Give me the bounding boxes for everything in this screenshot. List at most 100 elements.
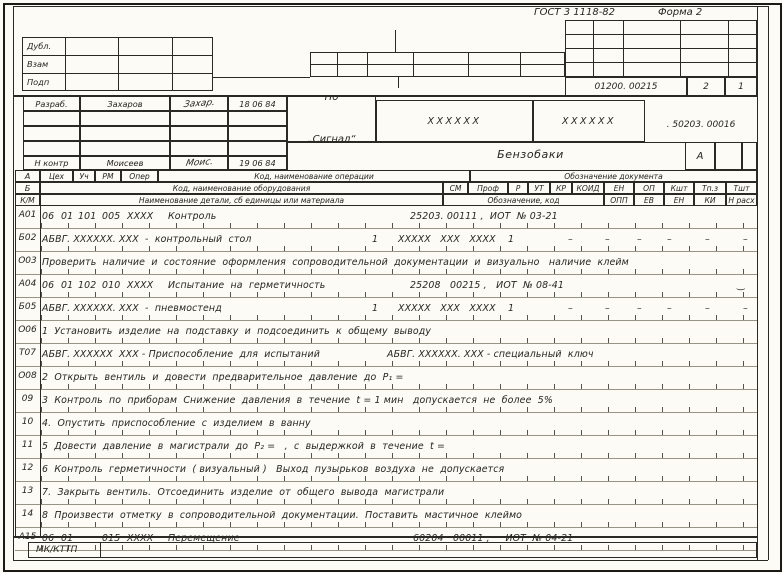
table-row: А01 06 01 101 005 ХХХХ Контроль 25203. 00111 , … <box>15 206 757 229</box>
row-label: 09 <box>21 394 34 404</box>
row-text: 06 <box>42 210 55 222</box>
grid-line <box>593 20 594 77</box>
document-designation: . 50203. 00016 <box>666 120 736 130</box>
row-text: 1 <box>508 302 515 314</box>
row-text: Испытание на герметичность <box>168 279 326 291</box>
table-row: А15 06 01 015 ХХХХ Перемещение 60204 00011 , И… <box>15 528 757 551</box>
head-col-opp: ОПП <box>604 194 634 206</box>
grid-cell <box>170 141 228 156</box>
head-col-sm: СМ <box>443 182 468 194</box>
row-text: – <box>667 233 672 245</box>
table-row: 14 8 Произвести отметку в сопроводительно… <box>15 505 757 528</box>
head-col-ki: КИ <box>694 194 726 206</box>
frame-top-line <box>13 6 768 7</box>
row-text: – <box>605 233 610 245</box>
grid-line <box>565 48 757 49</box>
grid-line <box>623 20 624 77</box>
organization-cell: По „Сигнал“ <box>287 96 376 142</box>
row-label: А01 <box>18 210 37 220</box>
stamp-label-vzam: Взам <box>27 59 49 69</box>
developer-signature-cell: Захар. <box>170 96 228 111</box>
grid-cell <box>23 141 80 156</box>
row-text: ХХХХХ ХХХ ХХХХ <box>398 302 496 314</box>
table-row: 10 4. Опустить приспособление с изделием … <box>15 413 757 436</box>
product-name: Бензобаки <box>497 148 564 161</box>
row-text: 005 <box>102 210 121 222</box>
grid-line <box>15 170 16 536</box>
grid-line <box>468 52 469 77</box>
table-row: О08 2 Открыть вентиль и довести предварит… <box>15 367 757 390</box>
grid-line <box>22 73 213 74</box>
head-col-r: Р <box>508 182 528 194</box>
grid-cell <box>228 126 287 141</box>
checker-role-cell: Н контр <box>23 156 80 170</box>
checker-name-cell: Моисеев <box>80 156 170 170</box>
grid-line <box>565 62 757 63</box>
row-label: 13 <box>21 486 34 496</box>
grid-line <box>565 34 757 35</box>
row-text: 01 <box>61 210 74 222</box>
head-col-uch: Уч <box>73 170 95 182</box>
head-a-label: А <box>15 170 40 182</box>
grid-line <box>337 52 338 77</box>
frame-right-line <box>768 6 769 560</box>
registration-tick <box>395 30 396 52</box>
row-label: 11 <box>21 440 34 450</box>
grid-line <box>367 52 368 77</box>
table-row: Б05 АБВГ. ХХХХХХ. ХХХ - пневмостенд 1 ХХХХХ… <box>15 298 757 321</box>
row-text: 015 <box>102 532 121 544</box>
row-text: – <box>743 233 748 245</box>
registration-tick <box>398 77 399 88</box>
head-col-kr: КР <box>550 182 572 194</box>
scan-border <box>3 3 782 572</box>
head-col-ksht: Кшт <box>664 182 694 194</box>
grid-line <box>100 542 101 558</box>
table-row: О03 Проверить наличие и состояние оформле… <box>15 252 757 275</box>
row-label: 10 <box>21 417 34 427</box>
head-col-nrash: Н расх <box>726 194 757 206</box>
row-text: – <box>743 302 748 314</box>
row-text: ХХХХ <box>127 210 154 222</box>
row-label: Т07 <box>19 348 36 358</box>
head-km-label: К/М <box>15 194 40 206</box>
grid-line <box>728 20 729 77</box>
head-col-ev: ЕВ <box>634 194 664 206</box>
row-text: 2 Открыть вентиль и довести предваритель… <box>42 371 404 383</box>
head-b-label: Б <box>15 182 40 194</box>
row-text: 1 Установить изделие на подставку и подс… <box>42 325 432 337</box>
row-text: 1 <box>508 233 515 245</box>
code-box-1: ХХХХХХ <box>376 100 533 142</box>
code-box-2: ХХХХХХ <box>533 100 645 142</box>
head-col-document-designation: Обозначение документа <box>470 170 757 182</box>
row-text: 06 <box>42 279 55 291</box>
row-text: 7. Закрыть вентиль. Отсоединить изделие … <box>42 486 445 498</box>
head-col-designation-code: Обозначение, код <box>443 194 604 206</box>
grid-line <box>213 77 310 78</box>
developer-name-cell: Захаров <box>80 96 170 111</box>
row-text: 1 <box>372 233 379 245</box>
sheet-number-cell: 2 <box>687 77 725 97</box>
signature-mark: Захар. <box>182 97 216 110</box>
footer-strip <box>28 542 757 558</box>
grid-cell <box>170 111 228 126</box>
head-col-oper: Опер <box>121 170 158 182</box>
signature-mark: Моис. <box>184 157 214 169</box>
row-text: АБВГ. ХХХХХХ ХХХ - Приспособление для ис… <box>42 348 320 360</box>
row-text: 010 <box>102 279 121 291</box>
row-text: 06 <box>42 532 55 544</box>
row-label: О06 <box>18 325 37 335</box>
row-label: А04 <box>18 279 37 289</box>
grid-line <box>22 55 213 56</box>
form-number: Форма 2 <box>658 7 703 18</box>
row-text: – <box>637 233 642 245</box>
developer-role-cell: Разраб. <box>23 96 80 111</box>
grid-cell <box>228 111 287 126</box>
row-label: 14 <box>21 509 34 519</box>
row-text: 01 <box>61 532 74 544</box>
organization-name: По „Сигнал“ <box>307 96 356 142</box>
row-text: – <box>568 233 573 245</box>
row-text: АБВГ. ХХХХХХ. ХХХ - контрольный стол <box>42 233 252 245</box>
grid-cell <box>228 141 287 156</box>
row-text: Перемещение <box>168 532 240 544</box>
